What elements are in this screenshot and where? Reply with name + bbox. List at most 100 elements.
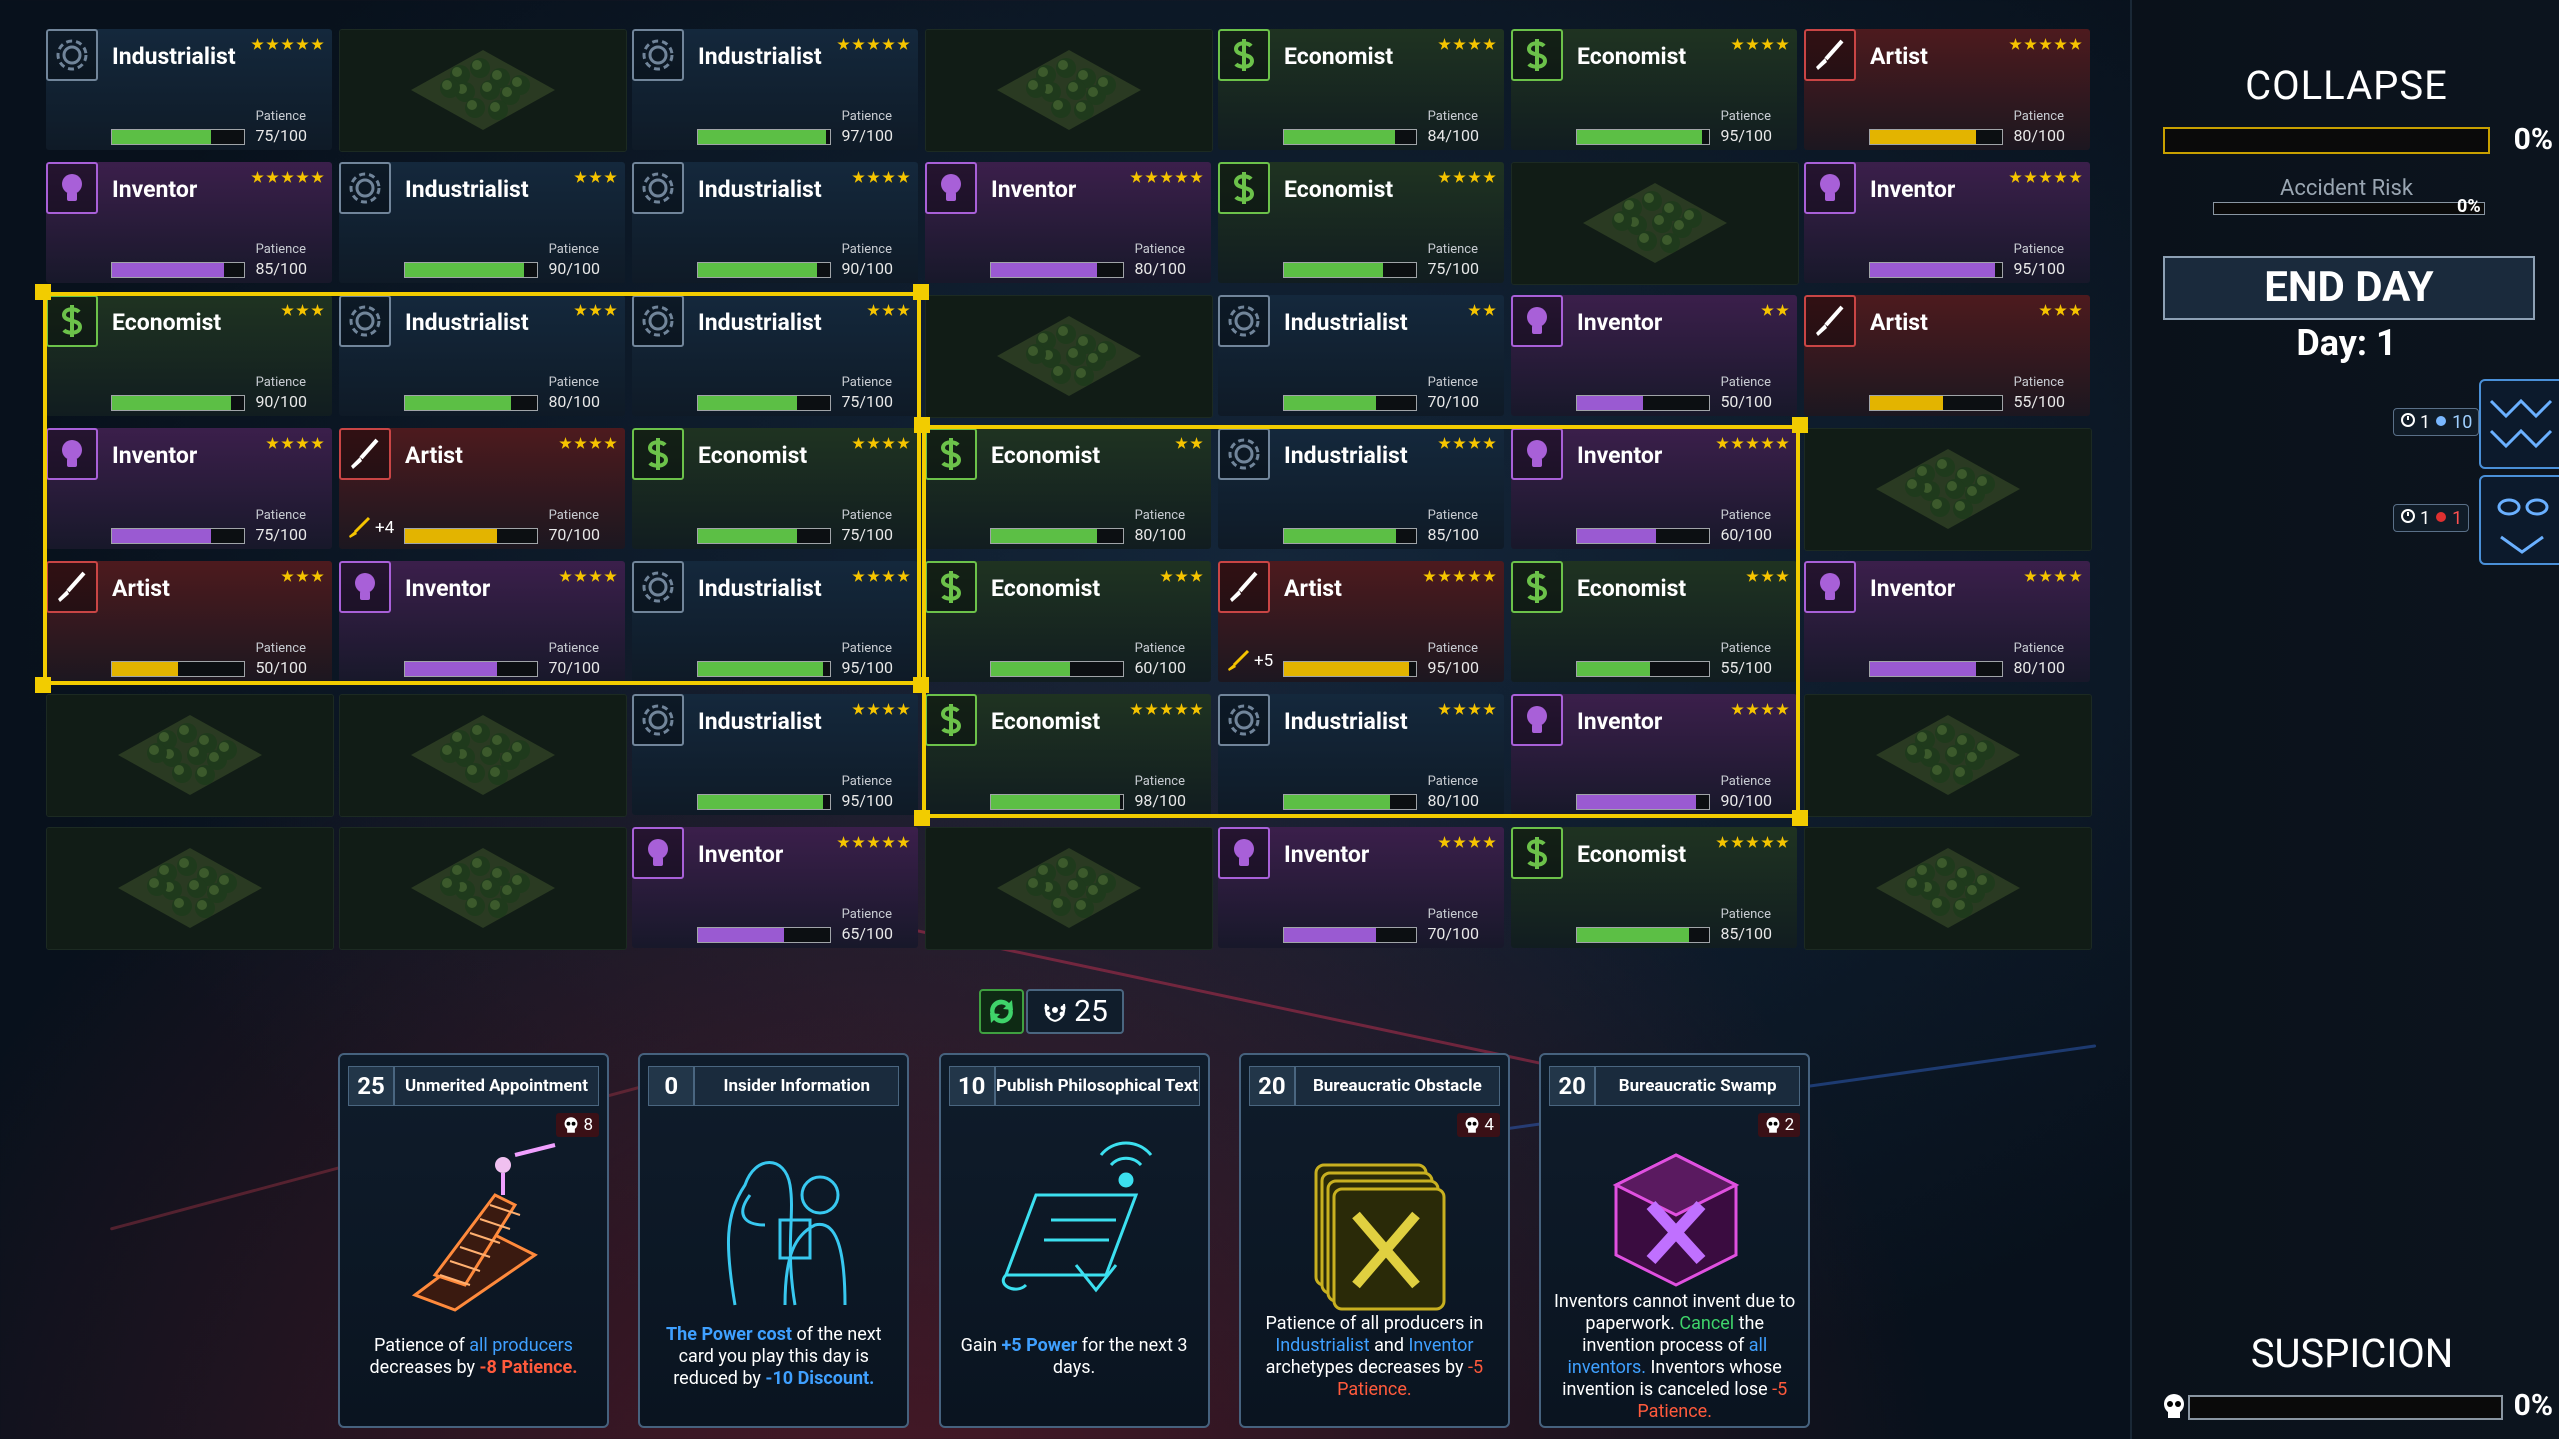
stars [1160, 570, 1203, 583]
worker-tile[interactable]: Industrialist Patience 80/100 [1218, 694, 1504, 815]
patience-value: 80/100 [548, 392, 600, 411]
worker-tile[interactable]: Industrialist Patience 75/100 [46, 29, 332, 150]
worker-tile[interactable]: Inventor Patience 50/100 [1511, 295, 1797, 416]
suspicion-cost: 8 [556, 1113, 599, 1137]
patience-caption: Patience [255, 242, 306, 257]
worker-name: Inventor [698, 841, 784, 868]
patience-bar [990, 661, 1124, 677]
worker-name: Economist [1284, 176, 1394, 203]
stars [852, 703, 910, 716]
card[interactable]: 0 Insider Information The Power cost of th… [638, 1053, 910, 1428]
worker-tile[interactable]: Economist Patience 75/100 [1218, 162, 1504, 283]
worker-tile[interactable]: Artist Patience 55/100 [1804, 295, 2090, 416]
worker-name: Economist [1577, 43, 1687, 70]
archetype-icon [1511, 29, 1563, 81]
worker-tile[interactable]: Artist Patience 80/100 [1804, 29, 2090, 150]
worker-tile[interactable]: Economist Patience 84/100 [1218, 29, 1504, 150]
worker-tile[interactable]: Inventor Patience 95/100 [1804, 162, 2090, 283]
text-segment: Cancel [1679, 1313, 1735, 1334]
patience-bar [1576, 528, 1710, 544]
card[interactable]: 20 Bureaucratic Swamp 2 Inventors cannot in… [1539, 1053, 1811, 1428]
star [1468, 703, 1481, 715]
worker-tile[interactable]: Economist Patience 75/100 [632, 428, 918, 549]
patience-bar [990, 528, 1124, 544]
worker-tile[interactable]: Economist Patience 80/100 [925, 428, 1211, 549]
worker-tile[interactable]: Industrialist Patience 80/100 [339, 295, 625, 416]
worker-tile[interactable]: Inventor Patience 65/100 [632, 827, 918, 948]
empty-tile [1804, 827, 2092, 950]
star [1483, 836, 1496, 848]
star [2054, 304, 2067, 316]
patience-fill [698, 795, 824, 809]
patience-fill [1870, 662, 1976, 676]
star [867, 38, 880, 50]
stars [1731, 703, 1789, 716]
card[interactable]: 10 Publish Philosophical Text Gain +5 Powe… [938, 1053, 1210, 1428]
patience-value: 70/100 [1427, 392, 1479, 411]
archetype-icon [339, 162, 391, 214]
text-segment: Patience of all producers in [1265, 1313, 1484, 1334]
stars [1438, 437, 1496, 450]
worker-tile[interactable]: Industrialist Patience 97/100 [632, 29, 918, 150]
worker-tile[interactable]: Industrialist Patience 70/100 [1218, 295, 1504, 416]
worker-tile[interactable]: Inventor Patience 80/100 [925, 162, 1211, 283]
star [589, 437, 602, 449]
worker-tile[interactable]: Economist Patience 60/100 [925, 561, 1211, 682]
worker-tile[interactable]: Economist Patience 55/100 [1511, 561, 1797, 682]
worker-tile[interactable]: Industrialist Patience 95/100 [632, 694, 918, 815]
stars [837, 38, 910, 51]
patience-value: 75/100 [1427, 259, 1479, 278]
star [852, 38, 865, 50]
worker-tile[interactable]: Economist Patience 98/100 [925, 694, 1211, 815]
patience-value: 70/100 [548, 658, 600, 677]
card[interactable]: 25 Unmerited Appointment 8 Patience of all … [338, 1053, 609, 1428]
worker-tile[interactable]: Industrialist Patience 95/100 [632, 561, 918, 682]
worker-tile[interactable]: Inventor Patience 70/100 [339, 561, 625, 682]
worker-tile[interactable]: Inventor Patience 60/100 [1511, 428, 1797, 549]
star [837, 38, 850, 50]
card-description: Inventors cannot invent due to paperwork… [1549, 1291, 1800, 1422]
worker-tile[interactable]: Inventor Patience 70/100 [1218, 827, 1504, 948]
star [1438, 570, 1451, 582]
star [2009, 171, 2022, 183]
star [897, 38, 910, 50]
star [296, 38, 309, 50]
worker-tile[interactable]: Artist Patience 95/100 +5 [1218, 561, 1504, 682]
worker-tile[interactable]: Artist Patience 70/100 +4 [339, 428, 625, 549]
suspicion-cost-value: 8 [583, 1115, 593, 1135]
patience-value: 80/100 [2013, 658, 2065, 677]
archetype-icon [46, 295, 98, 347]
card-description: Patience of all producers in Industriali… [1249, 1302, 1500, 1412]
worker-name: Inventor [112, 176, 198, 203]
empty-tile [339, 827, 627, 950]
text-segment: -10 Discount. [765, 1368, 875, 1389]
stars [2009, 171, 2082, 184]
patience-caption: Patience [1427, 774, 1478, 789]
worker-tile[interactable]: Inventor Patience 80/100 [1804, 561, 2090, 682]
card[interactable]: 20 Bureaucratic Obstacle 4 Patience of all … [1238, 1053, 1510, 1428]
worker-tile[interactable]: Industrialist Patience 85/100 [1218, 428, 1504, 549]
worker-tile[interactable]: Artist Patience 50/100 [46, 561, 332, 682]
worker-tile[interactable]: Inventor Patience 90/100 [1511, 694, 1797, 815]
stars [251, 171, 324, 184]
worker-tile[interactable]: Industrialist Patience 75/100 [632, 295, 918, 416]
star [1483, 437, 1496, 449]
worker-tile[interactable]: Economist Patience 90/100 [46, 295, 332, 416]
worker-name: Industrialist [698, 43, 822, 70]
archetype-icon [632, 694, 684, 746]
patience-bar [1869, 395, 2003, 411]
end-day-button[interactable]: END DAY [2163, 256, 2535, 320]
stars [837, 836, 910, 849]
star [1145, 703, 1158, 715]
worker-tile[interactable]: Inventor Patience 85/100 [46, 162, 332, 283]
worker-tile[interactable]: Industrialist Patience 90/100 [339, 162, 625, 283]
star [311, 38, 324, 50]
text-segment: -5 Patience. [1337, 1357, 1484, 1400]
worker-tile[interactable]: Inventor Patience 75/100 [46, 428, 332, 549]
worker-tile[interactable]: Industrialist Patience 90/100 [632, 162, 918, 283]
star [1776, 570, 1789, 582]
card-title: Bureaucratic Swamp [1618, 1076, 1777, 1096]
star [296, 171, 309, 183]
worker-tile[interactable]: Economist Patience 85/100 [1511, 827, 1797, 948]
worker-tile[interactable]: Economist Patience 95/100 [1511, 29, 1797, 150]
